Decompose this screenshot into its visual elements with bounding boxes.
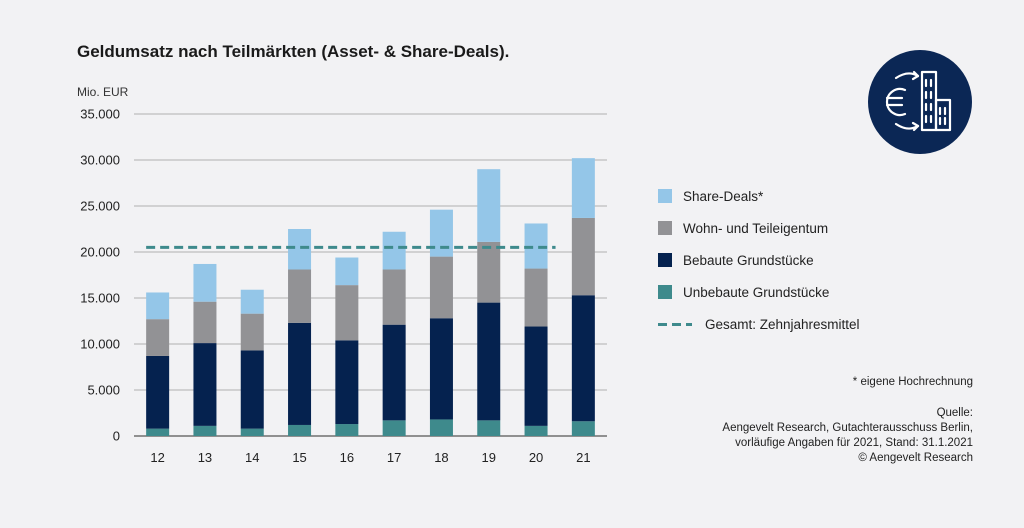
bar-segment-wohn bbox=[288, 269, 312, 323]
bar-segment-unbebaut bbox=[240, 428, 264, 436]
bar-segment-share bbox=[193, 263, 217, 302]
footnote: * eigene Hochrechnung bbox=[852, 376, 973, 388]
y-tick-label: 30.000 bbox=[80, 153, 120, 168]
legend-label-mittel: Gesamt: Zehnjahresmittel bbox=[705, 316, 860, 332]
bar-segment-wohn bbox=[429, 256, 453, 319]
y-tick-label: 25.000 bbox=[80, 199, 120, 214]
bar-segment-share bbox=[429, 209, 453, 257]
bar-segment-unbebaut bbox=[382, 420, 406, 436]
bar-segment-bebaut bbox=[477, 302, 501, 421]
x-tick-label: 17 bbox=[387, 450, 401, 465]
source-line-4: © Aengevelt Research bbox=[858, 452, 973, 464]
bar-segment-bebaut bbox=[146, 355, 170, 429]
bar-segment-wohn bbox=[571, 217, 595, 296]
bar-segment-bebaut bbox=[429, 318, 453, 420]
bar-segment-unbebaut bbox=[477, 420, 501, 436]
y-tick-label: 5.000 bbox=[87, 383, 120, 398]
x-tick-label: 16 bbox=[340, 450, 354, 465]
bar-segment-share bbox=[571, 158, 595, 218]
legend-label-share-deals: Share-Deals* bbox=[683, 188, 764, 204]
bar-segment-share bbox=[382, 231, 406, 270]
bar-segment-unbebaut bbox=[335, 424, 359, 436]
x-tick-label: 14 bbox=[245, 450, 259, 465]
bar-segment-share bbox=[477, 169, 501, 242]
legend-label-unbebaut: Unbebaute Grundstücke bbox=[683, 284, 830, 300]
legend-item-bebaut: Bebaute Grundstücke bbox=[658, 244, 860, 276]
x-tick-label: 12 bbox=[150, 450, 164, 465]
bar-segment-share bbox=[240, 289, 264, 314]
bar-segment-wohn bbox=[193, 301, 217, 344]
legend-item-unbebaut: Unbebaute Grundstücke bbox=[658, 276, 860, 308]
y-tick-label: 15.000 bbox=[80, 291, 120, 306]
bar-segment-wohn bbox=[477, 241, 501, 303]
x-tick-label: 19 bbox=[482, 450, 496, 465]
bars bbox=[146, 158, 595, 436]
bar-segment-unbebaut bbox=[571, 421, 595, 436]
euro-building-icon bbox=[868, 50, 972, 154]
source-line-2: Aengevelt Research, Gutachterausschuss B… bbox=[722, 422, 973, 434]
bar-segment-bebaut bbox=[382, 324, 406, 421]
legend-swatch-share-deals bbox=[658, 189, 672, 203]
x-tick-label: 21 bbox=[576, 450, 590, 465]
bar-segment-unbebaut bbox=[146, 428, 170, 436]
bar-segment-wohn bbox=[146, 319, 170, 356]
bar-segment-bebaut bbox=[571, 295, 595, 422]
x-tick-label: 18 bbox=[434, 450, 448, 465]
x-tick-label: 20 bbox=[529, 450, 543, 465]
bar-segment-wohn bbox=[524, 268, 548, 327]
source-note: Quelle: Aengevelt Research, Gutachteraus… bbox=[722, 406, 973, 466]
bar-segment-share bbox=[146, 292, 170, 320]
bar-segment-bebaut bbox=[524, 326, 548, 426]
source-line-3: vorläufige Angaben für 2021, Stand: 31.1… bbox=[735, 437, 973, 449]
x-tick-label: 13 bbox=[198, 450, 212, 465]
legend-item-wohn: Wohn- und Teileigentum bbox=[658, 212, 860, 244]
chart-title: Geldumsatz nach Teilmärkten (Asset- & Sh… bbox=[77, 42, 510, 61]
bar-segment-wohn bbox=[335, 285, 359, 341]
bar-segment-wohn bbox=[382, 269, 406, 325]
bar-segment-unbebaut bbox=[193, 425, 217, 436]
legend-label-wohn: Wohn- und Teileigentum bbox=[683, 220, 829, 236]
x-tick-labels: 12 13 14 15 16 17 18 19 20 21 bbox=[150, 450, 590, 465]
bar-segment-share bbox=[335, 257, 359, 286]
y-tick-label: 20.000 bbox=[80, 245, 120, 260]
legend-swatch-wohn bbox=[658, 221, 672, 235]
bar-segment-share bbox=[524, 223, 548, 269]
bar-segment-unbebaut bbox=[524, 425, 548, 436]
bar-segment-bebaut bbox=[240, 350, 264, 429]
legend-swatch-unbebaut bbox=[658, 285, 672, 299]
bar-segment-bebaut bbox=[335, 340, 359, 425]
legend: Share-Deals* Wohn- und Teileigentum Beba… bbox=[658, 180, 860, 340]
bar-segment-unbebaut bbox=[288, 424, 312, 436]
y-tick-label: 0 bbox=[113, 429, 120, 444]
source-line-1: Quelle: bbox=[936, 407, 973, 419]
legend-label-bebaut: Bebaute Grundstücke bbox=[683, 252, 814, 268]
legend-item-share-deals: Share-Deals* bbox=[658, 180, 860, 212]
legend-item-mittel: Gesamt: Zehnjahresmittel bbox=[658, 308, 860, 340]
bar-segment-wohn bbox=[240, 313, 264, 351]
legend-swatch-mittel bbox=[658, 322, 692, 326]
bar-segment-share bbox=[288, 229, 312, 270]
x-tick-label: 15 bbox=[292, 450, 306, 465]
y-tick-labels: 0 5.000 10.000 15.000 20.000 25.000 30.000 35.0… bbox=[80, 107, 120, 444]
bar-segment-bebaut bbox=[193, 343, 217, 426]
y-tick-label: 10.000 bbox=[80, 337, 120, 352]
y-axis-unit: Mio. EUR bbox=[77, 85, 129, 99]
y-tick-label: 35.000 bbox=[80, 107, 120, 122]
bar-segment-bebaut bbox=[288, 322, 312, 425]
legend-swatch-bebaut bbox=[658, 253, 672, 267]
bar-segment-unbebaut bbox=[429, 419, 453, 436]
